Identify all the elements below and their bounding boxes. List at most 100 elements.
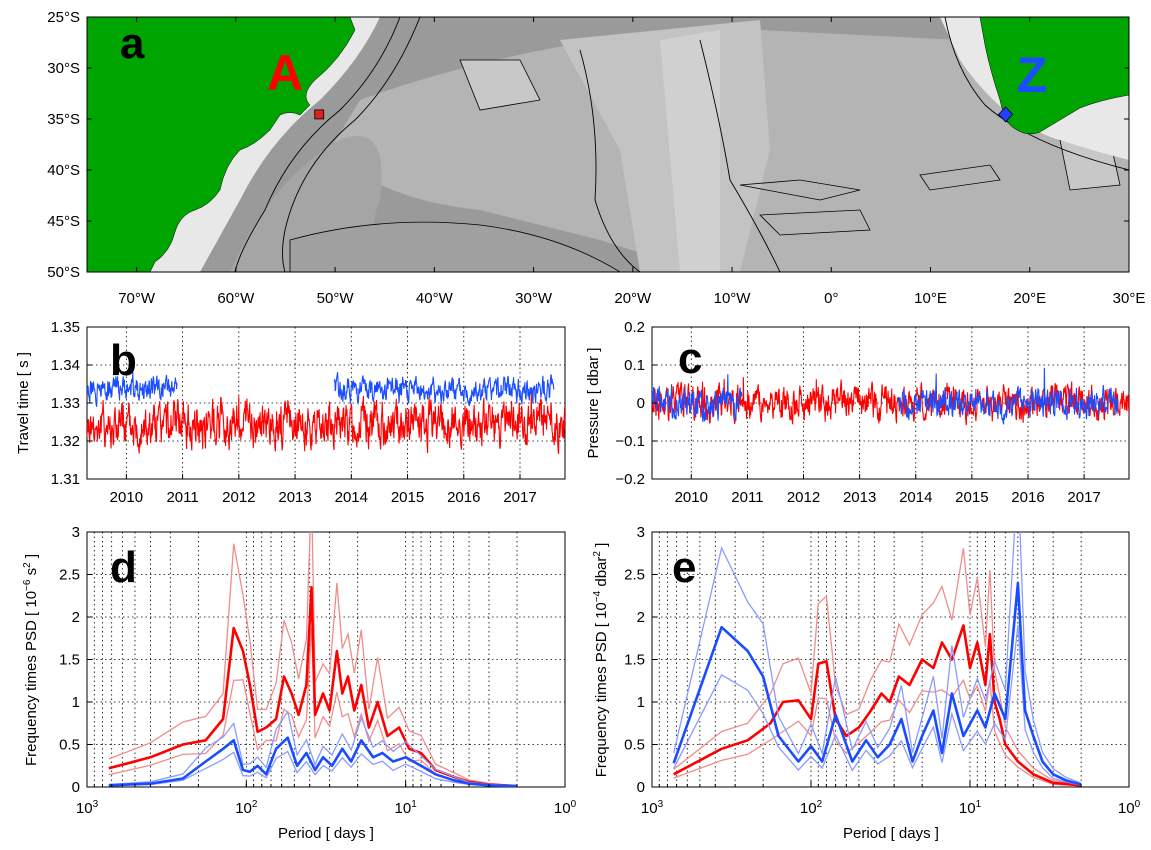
- lon-tick-label: 40°W: [416, 290, 454, 307]
- x-tick-label: 101: [959, 799, 982, 817]
- x-tick-label: 100: [554, 799, 577, 817]
- x-tick-label: 103: [641, 799, 664, 817]
- x-tick-label: 2011: [731, 489, 763, 506]
- x-tick-label: 2014: [899, 489, 932, 506]
- panel-b-ylabel: Travel time [ s ]: [15, 352, 32, 454]
- x-tick-label: 103: [76, 799, 99, 817]
- panel-d-series: [108, 532, 518, 787]
- y-tick-label: 1.5: [59, 652, 80, 669]
- x-tick-label: 2015: [955, 489, 988, 506]
- x-tick-label: 2017: [503, 489, 536, 506]
- y-tick-label: 1.34: [51, 357, 80, 374]
- panel-e-label: e: [672, 543, 696, 592]
- panel-b-ticks: 2010 2011 2012 2013 2014 2015 2016 2017 1.31 1.32…: [51, 319, 537, 506]
- y-tick-label: 0.2: [624, 319, 645, 336]
- x-tick-label: 101: [395, 799, 418, 817]
- africa-land: [979, 17, 1129, 135]
- lon-tick-label: 0°: [824, 290, 838, 307]
- panel-c-series: [652, 367, 1129, 426]
- confidence-line-upper-red: [108, 532, 518, 787]
- y-tick-label: 0.5: [624, 737, 645, 754]
- x-tick-label: 2016: [447, 489, 480, 506]
- panel-e-series: [672, 532, 1082, 787]
- panel-d-spectrum-travel-time: 103 102 101 100 0 0.5 1 1.5 2 2.5 3 d Period [ day…: [22, 524, 577, 842]
- map-frame: [86, 16, 1130, 273]
- x-tick-label: 2013: [278, 489, 311, 506]
- lat-tick-label: 35°S: [47, 111, 80, 128]
- bathymetry-shading: [87, 17, 1129, 272]
- panel-e-spectrum-pressure: 103 102 101 100 0 0.5 1 1.5 2 2.5 3 e Period [ day…: [592, 524, 1141, 842]
- x-tick-label: 2010: [110, 489, 143, 506]
- x-tick-label: 2013: [843, 489, 876, 506]
- panel-d-xlabel: Period [ days ]: [278, 825, 374, 842]
- lon-tick-label: 20°W: [614, 290, 652, 307]
- y-tick-label: 0.1: [624, 357, 645, 374]
- y-tick-label: 1.31: [51, 471, 80, 488]
- panel-b-travel-time: 2010 2011 2012 2013 2014 2015 2016 2017 1.31 1.32…: [15, 319, 566, 506]
- panel-c-label: c: [678, 334, 702, 383]
- confidence-line-upper-blue: [673, 532, 1082, 784]
- confidence-line-lower-blue: [108, 750, 518, 787]
- x-tick-label: 2014: [335, 489, 368, 506]
- y-tick-label: 1: [637, 694, 645, 711]
- lon-tick-label: 30°W: [515, 290, 553, 307]
- panel-c-pressure: 2010 2011 2012 2013 2014 2015 2016 2017 −0.2 −0.1…: [585, 319, 1130, 506]
- y-tick-label: 3: [637, 524, 645, 541]
- x-tick-label: 2016: [1011, 489, 1044, 506]
- panel-d-ticks: 103 102 101 100 0 0.5 1 1.5 2 2.5 3: [59, 524, 576, 817]
- panel-e-ylabel: Frequency times PSD [ 10−4 dbar2 ]: [592, 543, 610, 778]
- panel-b-grid: [87, 326, 565, 480]
- lat-tick-label: 50°S: [47, 264, 80, 281]
- x-tick-label: 102: [235, 799, 258, 817]
- confidence-line-upper-blue: [108, 710, 518, 787]
- panel-b-series: [87, 371, 565, 454]
- series-line-blue: [87, 371, 178, 407]
- confidence-line-upper-red: [673, 548, 1082, 786]
- lon-tick-label: 30°E: [1113, 290, 1146, 307]
- x-tick-label: 2012: [222, 489, 255, 506]
- lon-tick-label: 20°E: [1013, 290, 1046, 307]
- x-tick-label: 2015: [391, 489, 424, 506]
- x-tick-label: 102: [800, 799, 823, 817]
- lat-tick-label: 45°S: [47, 213, 80, 230]
- spectrum-line-blue: [108, 736, 518, 787]
- y-tick-label: 1.35: [51, 319, 80, 336]
- panel-a-map: 70°W 60°W 50°W 40°W 30°W 20°W 10°W 0° 10°E 20°E 30…: [47, 9, 1145, 307]
- x-tick-label: 100: [1118, 799, 1141, 817]
- y-tick-label: −0.2: [615, 471, 645, 488]
- panel-b-label: b: [110, 336, 137, 385]
- y-tick-label: 1.32: [51, 433, 80, 450]
- confidence-line-lower-blue: [673, 624, 1082, 786]
- panel-e-ticks: 103 102 101 100 0 0.5 1 1.5 2 2.5 3: [624, 524, 1140, 817]
- site-a-marker: [314, 109, 325, 120]
- panel-e-xlabel: Period [ days ]: [843, 825, 939, 842]
- site-a-label: A: [267, 45, 303, 101]
- lon-tick-label: 60°W: [217, 290, 255, 307]
- spectrum-line-red: [673, 624, 1082, 787]
- lon-tick-label: 10°W: [714, 290, 752, 307]
- x-tick-label: 2012: [787, 489, 820, 506]
- lon-tick-label: 10°E: [914, 290, 947, 307]
- series-line-blue: [898, 367, 1119, 425]
- y-tick-label: 1.5: [624, 652, 645, 669]
- y-tick-label: 2.5: [624, 567, 645, 584]
- y-tick-label: 3: [72, 524, 80, 541]
- spectrum-line-red: [108, 586, 518, 787]
- y-tick-label: 2: [637, 609, 645, 626]
- panel-c-ticks: 2010 2011 2012 2013 2014 2015 2016 2017 −0.2 −0.1…: [615, 319, 1100, 506]
- lat-tick-label: 25°S: [47, 9, 80, 26]
- confidence-line-lower-red: [673, 678, 1082, 787]
- y-tick-label: −0.1: [615, 433, 645, 450]
- y-tick-label: 2.5: [59, 567, 80, 584]
- x-tick-label: 2017: [1067, 489, 1100, 506]
- series-line-blue: [333, 372, 555, 407]
- y-tick-label: 2: [72, 609, 80, 626]
- lat-tick-label: 30°S: [47, 60, 80, 77]
- y-tick-label: 1.33: [51, 395, 80, 412]
- y-tick-label: 0: [637, 779, 645, 796]
- panel-c-ylabel: Pressure [ dbar ]: [585, 348, 602, 459]
- series-line-red: [87, 389, 565, 454]
- lat-tick-label: 40°S: [47, 162, 80, 179]
- panel-d-ylabel: Frequency times PSD [ 10−6 s2 ]: [22, 554, 40, 766]
